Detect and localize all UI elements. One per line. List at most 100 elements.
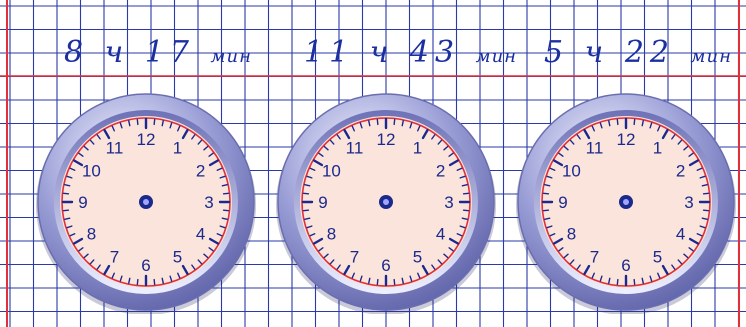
- hour-tick: [661, 128, 669, 140]
- minute-tick: [671, 264, 676, 270]
- hour-tick: [103, 264, 111, 276]
- minute-tick: [701, 184, 708, 187]
- dial-number: 7: [590, 248, 599, 267]
- clock-label-3-unit: мин: [690, 46, 732, 67]
- minute-tick: [591, 125, 595, 132]
- dial-number: 9: [318, 193, 327, 212]
- minute-tick: [544, 217, 551, 220]
- minute-tick: [329, 259, 335, 265]
- hour-tick: [552, 159, 564, 167]
- hour-tick: [312, 237, 324, 245]
- minute-tick: [78, 247, 84, 252]
- minute-tick: [161, 120, 164, 127]
- minute-tick: [222, 192, 230, 195]
- minute-tick: [208, 247, 214, 252]
- dial-number: 11: [346, 138, 364, 157]
- minute-tick: [461, 184, 468, 187]
- minute-tick: [431, 134, 436, 140]
- minute-tick: [351, 272, 355, 279]
- minute-tick: [563, 253, 569, 259]
- minute-tick: [448, 247, 454, 252]
- minute-tick: [111, 125, 115, 132]
- minute-tick: [591, 272, 595, 279]
- hour-tick: [421, 264, 429, 276]
- dial-number: 3: [444, 193, 453, 212]
- minute-tick: [599, 275, 603, 282]
- minute-tick: [699, 225, 706, 229]
- minute-tick: [153, 278, 156, 286]
- minute-tick: [616, 118, 619, 126]
- minute-tick: [546, 175, 553, 179]
- dial-number: 2: [196, 162, 205, 181]
- minute-tick: [306, 175, 313, 179]
- dial-number: 4: [676, 225, 685, 244]
- minute-tick: [608, 277, 611, 284]
- minute-tick: [177, 272, 181, 279]
- minute-tick: [128, 277, 131, 284]
- dial-number: 9: [78, 193, 87, 212]
- hour-tick: [343, 264, 351, 276]
- minute-tick: [64, 184, 71, 187]
- minute-tick: [329, 139, 335, 145]
- minute-tick: [197, 139, 203, 145]
- minute-tick: [119, 275, 123, 282]
- minute-tick: [64, 217, 71, 220]
- minute-tick: [69, 167, 76, 171]
- hour-tick: [208, 159, 220, 167]
- minute-tick: [401, 277, 404, 284]
- minute-tick: [177, 125, 181, 132]
- clock-label-2-time: 11 ч 43: [304, 35, 461, 70]
- minute-tick: [96, 134, 101, 140]
- minute-tick: [359, 275, 363, 282]
- minute-tick: [443, 253, 449, 259]
- minute-tick: [544, 184, 551, 187]
- minute-tick: [66, 175, 73, 179]
- dial-number: 7: [110, 248, 119, 267]
- minute-tick: [219, 175, 226, 179]
- minute-tick: [641, 120, 644, 127]
- minute-tick: [677, 139, 683, 145]
- dial-number: 10: [82, 162, 101, 181]
- dial-number: 12: [617, 130, 636, 149]
- minute-tick: [368, 277, 371, 284]
- minute-tick: [323, 253, 329, 259]
- minute-tick: [216, 167, 223, 171]
- minute-tick: [677, 259, 683, 265]
- minute-tick: [688, 152, 694, 157]
- minute-tick: [191, 134, 196, 140]
- clock-3: 12 12 3 45 6 789 10 11: [516, 93, 736, 314]
- minute-tick: [208, 152, 214, 157]
- minute-tick: [302, 209, 310, 212]
- minute-tick: [62, 209, 70, 212]
- minute-tick: [376, 278, 379, 286]
- minute-tick: [304, 184, 311, 187]
- minute-tick: [191, 264, 196, 270]
- minute-tick: [683, 145, 689, 151]
- dial-number: 5: [653, 248, 662, 267]
- hour-tick: [103, 128, 111, 140]
- dial-number: 6: [141, 256, 150, 275]
- minute-tick: [431, 264, 436, 270]
- clock-center-cap: [623, 199, 629, 205]
- clock-center-cap: [143, 199, 149, 205]
- dial-number: 1: [413, 138, 422, 157]
- clock-center-cap: [383, 199, 389, 205]
- clock-label-2: 11 ч 43 мин: [304, 30, 517, 76]
- hour-tick: [583, 128, 591, 140]
- minute-tick: [351, 125, 355, 132]
- dial-number: 6: [621, 256, 630, 275]
- minute-tick: [83, 253, 89, 259]
- clock-label-1: 8 ч 17 мин: [64, 30, 252, 76]
- hour-tick: [552, 237, 564, 245]
- minute-tick: [701, 217, 708, 220]
- dial-number: 11: [106, 138, 124, 157]
- clock-label-1-unit: мин: [210, 46, 252, 67]
- minute-tick: [83, 145, 89, 151]
- minute-tick: [89, 259, 95, 265]
- minute-tick: [393, 118, 396, 126]
- minute-tick: [443, 145, 449, 151]
- clock-label-3-time: 5 ч 22: [544, 35, 675, 70]
- minute-tick: [437, 259, 443, 265]
- minute-tick: [417, 125, 421, 132]
